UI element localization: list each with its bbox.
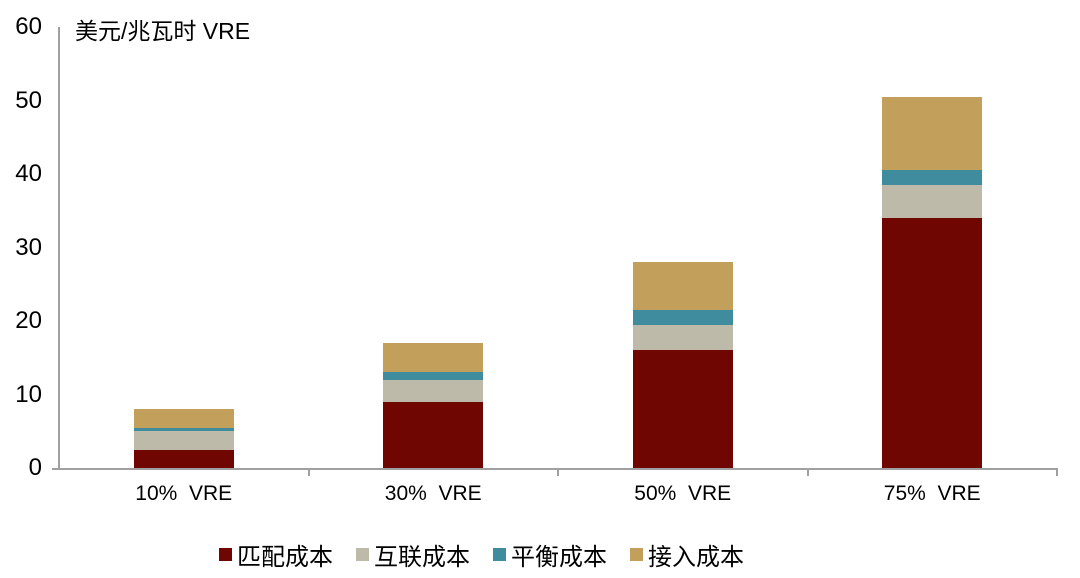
legend-swatch-icon [219, 548, 232, 561]
y-axis-tick-label: 20 [15, 307, 42, 334]
y-axis-tick-label: 30 [15, 233, 42, 261]
legend-label: 匹配成本 [237, 544, 333, 571]
legend-item-平衡成本: 平衡成本 [493, 537, 607, 572]
y-axis-title: 美元/兆瓦时 VRE [75, 18, 251, 44]
y-axis-tick-label: 0 [28, 454, 42, 481]
bar-segment-接入成本 [133, 409, 234, 428]
x-axis-category-label: 75% VRE [883, 482, 981, 505]
y-axis-tick-label: 60 [15, 13, 42, 40]
legend-item-匹配成本: 匹配成本 [219, 537, 333, 572]
bar-segment-互联成本 [882, 185, 983, 219]
bar-segment-平衡成本 [133, 427, 234, 432]
bar-segment-匹配成本 [133, 449, 234, 468]
x-axis-tick [806, 470, 809, 476]
bar-segment-互联成本 [133, 431, 234, 450]
legend-item-互联成本: 互联成本 [356, 537, 470, 572]
bar-segment-匹配成本 [632, 350, 733, 468]
legend-swatch-icon [493, 548, 506, 561]
bar-segment-匹配成本 [882, 218, 983, 468]
x-axis-tick [307, 470, 310, 476]
bar-segment-互联成本 [632, 324, 733, 351]
bar-segment-接入成本 [882, 96, 983, 171]
legend-swatch-icon [630, 548, 643, 561]
bar-segment-接入成本 [383, 343, 484, 373]
x-axis-category-label: 10% VRE [135, 482, 233, 505]
x-axis-category-label: 30% VRE [384, 482, 482, 505]
x-axis-tick [1056, 470, 1058, 476]
legend-label: 平衡成本 [511, 544, 607, 571]
bar-segment-接入成本 [632, 262, 733, 310]
chart-legend: 匹配成本 互联成本 平衡成本 接入成本 [219, 537, 744, 572]
bar-segment-平衡成本 [632, 309, 733, 325]
bar-segment-平衡成本 [882, 170, 983, 185]
y-axis-tick-label: 40 [15, 160, 42, 187]
x-axis-tick [557, 470, 559, 476]
y-axis-line [58, 27, 60, 470]
bar-segment-互联成本 [383, 379, 484, 402]
bar-segment-平衡成本 [383, 372, 484, 380]
y-axis-tick-label: 50 [15, 86, 42, 114]
legend-label: 互联成本 [374, 544, 470, 571]
bar-segment-匹配成本 [383, 401, 484, 468]
x-axis-line [52, 468, 1058, 470]
legend-swatch-icon [356, 548, 369, 561]
x-axis-category-label: 50% VRE [634, 482, 732, 505]
legend-item-接入成本: 接入成本 [630, 537, 744, 572]
legend-label: 接入成本 [648, 544, 744, 571]
y-axis-tick-label: 10 [15, 380, 42, 408]
